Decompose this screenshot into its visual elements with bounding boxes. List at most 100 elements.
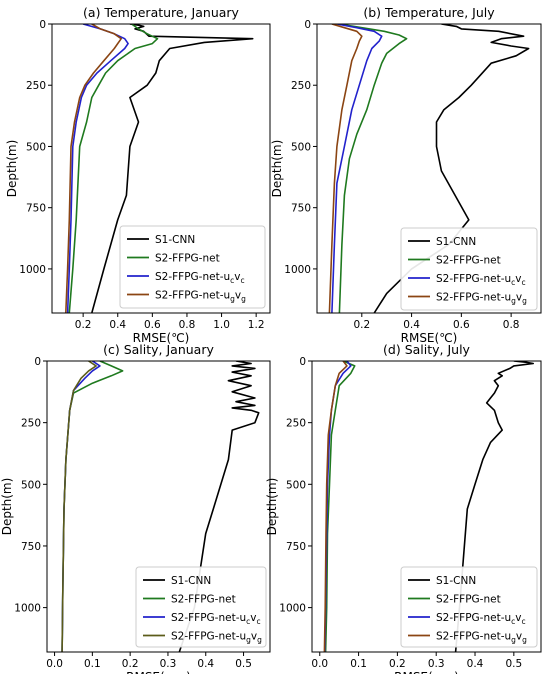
- x-tick-label: 0.5: [505, 658, 522, 670]
- series-line-1: [338, 24, 408, 313]
- series-line-2: [331, 24, 383, 313]
- legend-box: [400, 227, 538, 311]
- series-line-1: [68, 24, 159, 313]
- y-tick-label: 500: [286, 479, 306, 491]
- series-group: [65, 24, 254, 313]
- x-axis-label: RMSE(psu): [394, 670, 459, 674]
- legend-label-s2-ffpg-net-u-g: S2-FFPG-net-ugvg: [436, 292, 527, 306]
- y-axis-label: Depth(m): [0, 478, 14, 536]
- chart-title: (a) Temperature, January: [83, 5, 240, 20]
- y-tick-label: 750: [291, 203, 311, 215]
- x-tick-label: 0.0: [311, 658, 328, 670]
- y-tick-label: 0: [39, 19, 46, 31]
- legend: S1-CNN S2-FFPG-net S2-FFPG-net-ucvc S2-FFPG…: [400, 227, 538, 311]
- y-tick-label: 0: [304, 19, 311, 31]
- series-line-0: [178, 361, 260, 652]
- legend-box: [400, 566, 538, 648]
- y-tick-label: 0: [34, 356, 41, 368]
- series-line-3: [65, 24, 122, 313]
- legend-label-s2-ffpg-net-u-c: S2-FFPG-net-ucvc: [436, 273, 526, 287]
- legend-label-s2-ffpg-net-u-c: S2-FFPG-net-ucvc: [171, 612, 261, 626]
- series-line-2: [61, 361, 101, 652]
- x-tick-label: 0.8: [503, 319, 520, 331]
- series-line-3: [323, 361, 348, 652]
- legend: S1-CNN S2-FFPG-net S2-FFPG-net-ucvc S2-FFPG…: [119, 225, 266, 309]
- y-tick-label: 1000: [14, 603, 41, 615]
- legend-label-s2-ffpg-net: S2-FFPG-net: [436, 594, 501, 606]
- x-tick-label: 0.2: [353, 319, 370, 331]
- x-tick-label: 0.4: [197, 658, 214, 670]
- legend-label-s2-ffpg-net-u-c: S2-FFPG-net-ucvc: [155, 271, 245, 285]
- series-line-3: [61, 361, 97, 652]
- y-tick-label: 250: [291, 80, 311, 92]
- y-axis-label: Depth(m): [5, 140, 19, 198]
- y-tick-label: 500: [26, 141, 46, 153]
- series-group: [61, 361, 260, 652]
- y-tick-label: 1000: [284, 264, 311, 276]
- panel-3: 0.0 0.1 0.2 0.3 0.4 0.5 0 250 500 750 1000 (d) Sali…: [265, 342, 542, 679]
- x-tick-label: 0.3: [160, 658, 177, 670]
- x-axis-label: RMSE(℃): [401, 331, 458, 345]
- legend: S1-CNN S2-FFPG-net S2-FFPG-net-ucvc S2-FFPG…: [400, 566, 538, 648]
- x-tick-label: 0.4: [467, 658, 484, 670]
- y-tick-label: 250: [286, 418, 306, 430]
- chart-title: (b) Temperature, July: [363, 5, 495, 20]
- legend-label-s2-ffpg-net-u-g: S2-FFPG-net-ugvg: [436, 631, 527, 645]
- y-axis-label: Depth(m): [270, 140, 284, 198]
- y-tick-label: 1000: [19, 264, 46, 276]
- y-tick-label: 250: [26, 80, 46, 92]
- legend-label-s2-ffpg-net: S2-FFPG-net: [155, 253, 220, 265]
- y-tick-label: 750: [21, 541, 41, 553]
- series-line-3: [328, 24, 363, 313]
- x-tick-label: 0.4: [109, 319, 126, 331]
- y-tick-label: 750: [26, 203, 46, 215]
- x-axis-label: RMSE(psu): [126, 670, 191, 674]
- y-axis-label: Depth(m): [265, 478, 279, 536]
- x-tick-label: 0.1: [350, 658, 367, 670]
- series-line-0: [454, 361, 534, 652]
- series-line-1: [324, 361, 356, 652]
- legend-label-s2-ffpg-net-u-g: S2-FFPG-net-ugvg: [171, 631, 262, 645]
- panel-2: 0.0 0.1 0.2 0.3 0.4 0.5 0 250 500 750 1000 (c) Sali…: [0, 342, 271, 679]
- legend-box: [135, 566, 267, 648]
- chart-title: (c) Sality, January: [103, 342, 214, 357]
- y-tick-label: 500: [291, 141, 311, 153]
- y-tick-label: 1000: [279, 603, 306, 615]
- legend-box: [119, 225, 266, 309]
- chart-title: (d) Sality, July: [383, 342, 471, 357]
- legend-label-s1-cnn: S1-CNN: [155, 234, 195, 246]
- legend-label-s2-ffpg-net-u-c: S2-FFPG-net-ucvc: [436, 612, 526, 626]
- x-tick-label: 0.6: [144, 319, 161, 331]
- x-tick-label: 0.4: [403, 319, 420, 331]
- legend-label-s2-ffpg-net: S2-FFPG-net: [171, 594, 236, 606]
- legend-label-s1-cnn: S1-CNN: [171, 575, 211, 587]
- legend-label-s1-cnn: S1-CNN: [436, 236, 476, 248]
- x-tick-label: 0.3: [428, 658, 445, 670]
- legend: S1-CNN S2-FFPG-net S2-FFPG-net-ucvc S2-FFPG…: [135, 566, 267, 648]
- x-tick-label: 0.2: [75, 319, 92, 331]
- plot-frame: [316, 23, 542, 314]
- y-tick-label: 0: [299, 356, 306, 368]
- x-tick-label: 0.5: [235, 658, 252, 670]
- x-tick-label: 0.2: [389, 658, 406, 670]
- legend-label-s2-ffpg-net: S2-FFPG-net: [436, 255, 501, 267]
- y-tick-label: 500: [21, 479, 41, 491]
- plot-frame: [311, 360, 542, 653]
- legend-label-s2-ffpg-net-u-g: S2-FFPG-net-ugvg: [155, 290, 246, 304]
- x-tick-label: 1.2: [248, 319, 265, 331]
- x-tick-label: 0.1: [84, 658, 101, 670]
- panel-0: 0.2 0.4 0.6 0.8 1.0 1.2 0 250 500 750 1000 (a) Temp…: [5, 5, 271, 345]
- x-tick-label: 0.0: [46, 658, 63, 670]
- legend-label-s1-cnn: S1-CNN: [436, 575, 476, 587]
- series-group: [323, 361, 534, 652]
- x-tick-label: 0.6: [453, 319, 470, 331]
- series-line-0: [91, 24, 254, 313]
- panel-1: 0.2 0.4 0.6 0.8 0 250 500 750 1000 (b) Temperatur…: [270, 5, 542, 345]
- y-tick-label: 750: [286, 541, 306, 553]
- plot-frame: [51, 23, 271, 314]
- x-axis-label: RMSE(℃): [133, 331, 190, 345]
- x-tick-label: 0.2: [122, 658, 139, 670]
- plot-frame: [46, 360, 271, 653]
